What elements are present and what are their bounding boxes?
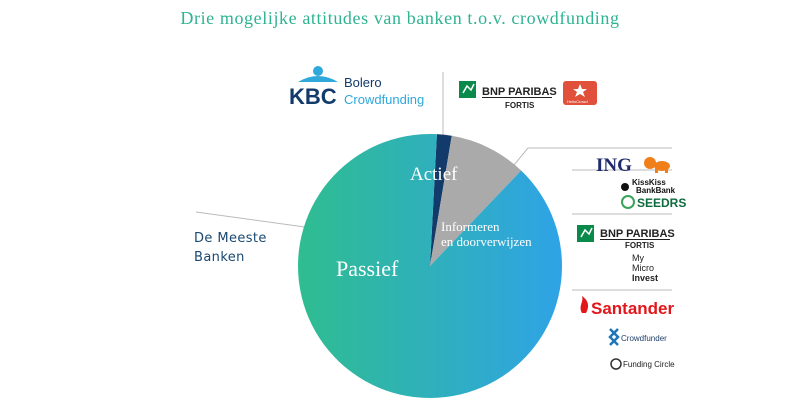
bnp-mid-mark <box>577 225 594 242</box>
actief-label: Actief <box>410 164 458 185</box>
kbc-bolero-logo: KBC Bolero Crowdfunding <box>289 66 424 109</box>
seedrs-mark-icon <box>621 195 635 209</box>
mymicro-line1: My <box>632 253 644 263</box>
pie-slice-actief <box>430 135 522 266</box>
crowdfunder-logo: Crowdfunder <box>608 328 667 346</box>
bnp-top-mark <box>459 81 476 98</box>
pie-slice-kbc <box>430 134 452 266</box>
hellocrowd-text: HelloCrowd <box>567 99 588 104</box>
de-meeste-banken-label: De Meeste Banken <box>194 229 267 267</box>
passief-label: Passief <box>336 256 399 281</box>
seedrs-text: SEEDRS <box>637 196 686 210</box>
meeste-line1: De Meeste <box>194 231 267 246</box>
ing-logo: ING <box>596 155 670 176</box>
bnp-mid-line2: FORTIS <box>625 241 655 250</box>
funding-circle-mark-icon <box>610 358 622 370</box>
funding-circle-logo: Funding Circle <box>610 358 675 370</box>
santander-flame-icon <box>580 296 589 313</box>
ing-lion-icon <box>644 157 670 173</box>
santander-text: Santander <box>591 299 675 318</box>
kbc-logo-figure-body <box>298 76 338 82</box>
pie-slice-passief <box>298 134 562 399</box>
bnp-paribas-fortis-logo-top: BNP PARIBAS FORTIS <box>459 81 557 110</box>
bnp-top-line1: BNP PARIBAS <box>482 86 557 98</box>
kisskiss-line1: KissKiss <box>632 178 666 187</box>
leader-meeste <box>195 211 313 229</box>
ing-text: ING <box>596 155 632 176</box>
bnp-mid-line1: BNP PARIBAS <box>600 228 675 240</box>
mymicro-line3: Invest <box>632 273 658 283</box>
kbc-logo-figure-head <box>313 66 323 76</box>
meeste-line2: Banken <box>194 250 245 265</box>
kisskissbankbank-logo: KissKiss BankBank <box>621 178 676 195</box>
funding-circle-text: Funding Circle <box>623 360 675 369</box>
crowdfunder-mark-icon <box>608 328 620 346</box>
bnp-top-line2: FORTIS <box>505 101 535 110</box>
kbc-brand-text: KBC <box>289 84 337 109</box>
santander-logo: Santander <box>580 296 675 318</box>
chart-title: Drie mogelijke attitudes van banken t.o.… <box>180 8 620 28</box>
hellocrowd-logo: HelloCrowd <box>563 81 597 105</box>
mymicro-line2: Micro <box>632 263 654 273</box>
mymicroinvest-logo: My Micro Invest <box>632 253 658 283</box>
bolero-text: Bolero <box>344 75 382 90</box>
crowdfunding-text: Crowdfunding <box>344 92 424 107</box>
kisskiss-mark <box>621 183 629 191</box>
crowdfunder-text: Crowdfunder <box>621 334 667 343</box>
seedrs-logo: SEEDRS <box>621 195 686 210</box>
kisskiss-line2: BankBank <box>636 186 676 195</box>
bnp-paribas-fortis-logo-mid: BNP PARIBAS FORTIS <box>577 225 675 250</box>
informeren-label-line2: en doorverwijzen <box>441 234 532 249</box>
informeren-label-line1: Informeren <box>441 219 500 234</box>
